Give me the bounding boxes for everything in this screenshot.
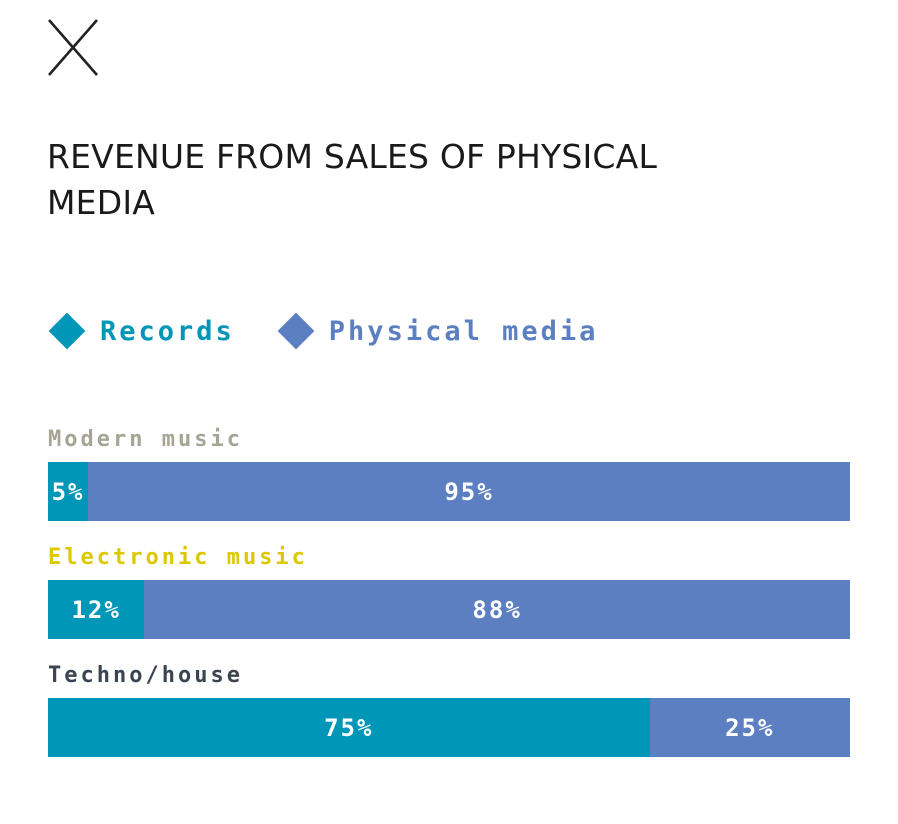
legend-label: Records — [100, 315, 235, 347]
bar-segment-physical-media: 95% — [88, 462, 850, 521]
bar-row: Techno/house 75% 25% — [48, 660, 850, 778]
diamond-icon — [277, 312, 315, 350]
legend-item-records: Records — [48, 312, 235, 350]
close-button[interactable] — [46, 18, 100, 78]
legend-label: Physical media — [328, 315, 599, 347]
bar-segment-records: 12% — [48, 580, 145, 639]
chart-title: REVENUE FROM SALES OF PHYSICAL MEDIA — [47, 137, 658, 222]
bar-segment-physical-media: 88% — [144, 580, 850, 639]
stacked-bar: 12% 88% — [48, 580, 850, 639]
category-label: Techno/house — [48, 663, 243, 688]
data-label: 25% — [725, 713, 775, 742]
bar-segment-records: 5% — [48, 462, 89, 521]
diamond-icon — [48, 312, 86, 350]
stacked-bar-chart: Modern music 5% 95% Electronic music 12% 88% T… — [48, 424, 850, 778]
data-label: 5% — [51, 477, 85, 506]
chart-legend: Records Physical media — [48, 310, 640, 352]
bar-segment-records: 75% — [48, 698, 650, 757]
data-label: 95% — [444, 477, 494, 506]
data-label: 75% — [324, 713, 374, 742]
bar-row: Electronic music 12% 88% — [48, 542, 850, 660]
stacked-bar: 5% 95% — [48, 462, 850, 521]
category-label: Modern music — [48, 427, 243, 452]
bar-segment-physical-media: 25% — [649, 698, 850, 757]
data-label: 12% — [71, 595, 121, 624]
close-icon-stroke-b — [48, 19, 98, 76]
stacked-bar: 75% 25% — [48, 698, 850, 757]
data-label: 88% — [472, 595, 522, 624]
close-icon — [48, 19, 98, 76]
bar-row: Modern music 5% 95% — [48, 424, 850, 542]
legend-item-physical-media: Physical media — [277, 312, 599, 350]
category-label: Electronic music — [48, 545, 308, 570]
